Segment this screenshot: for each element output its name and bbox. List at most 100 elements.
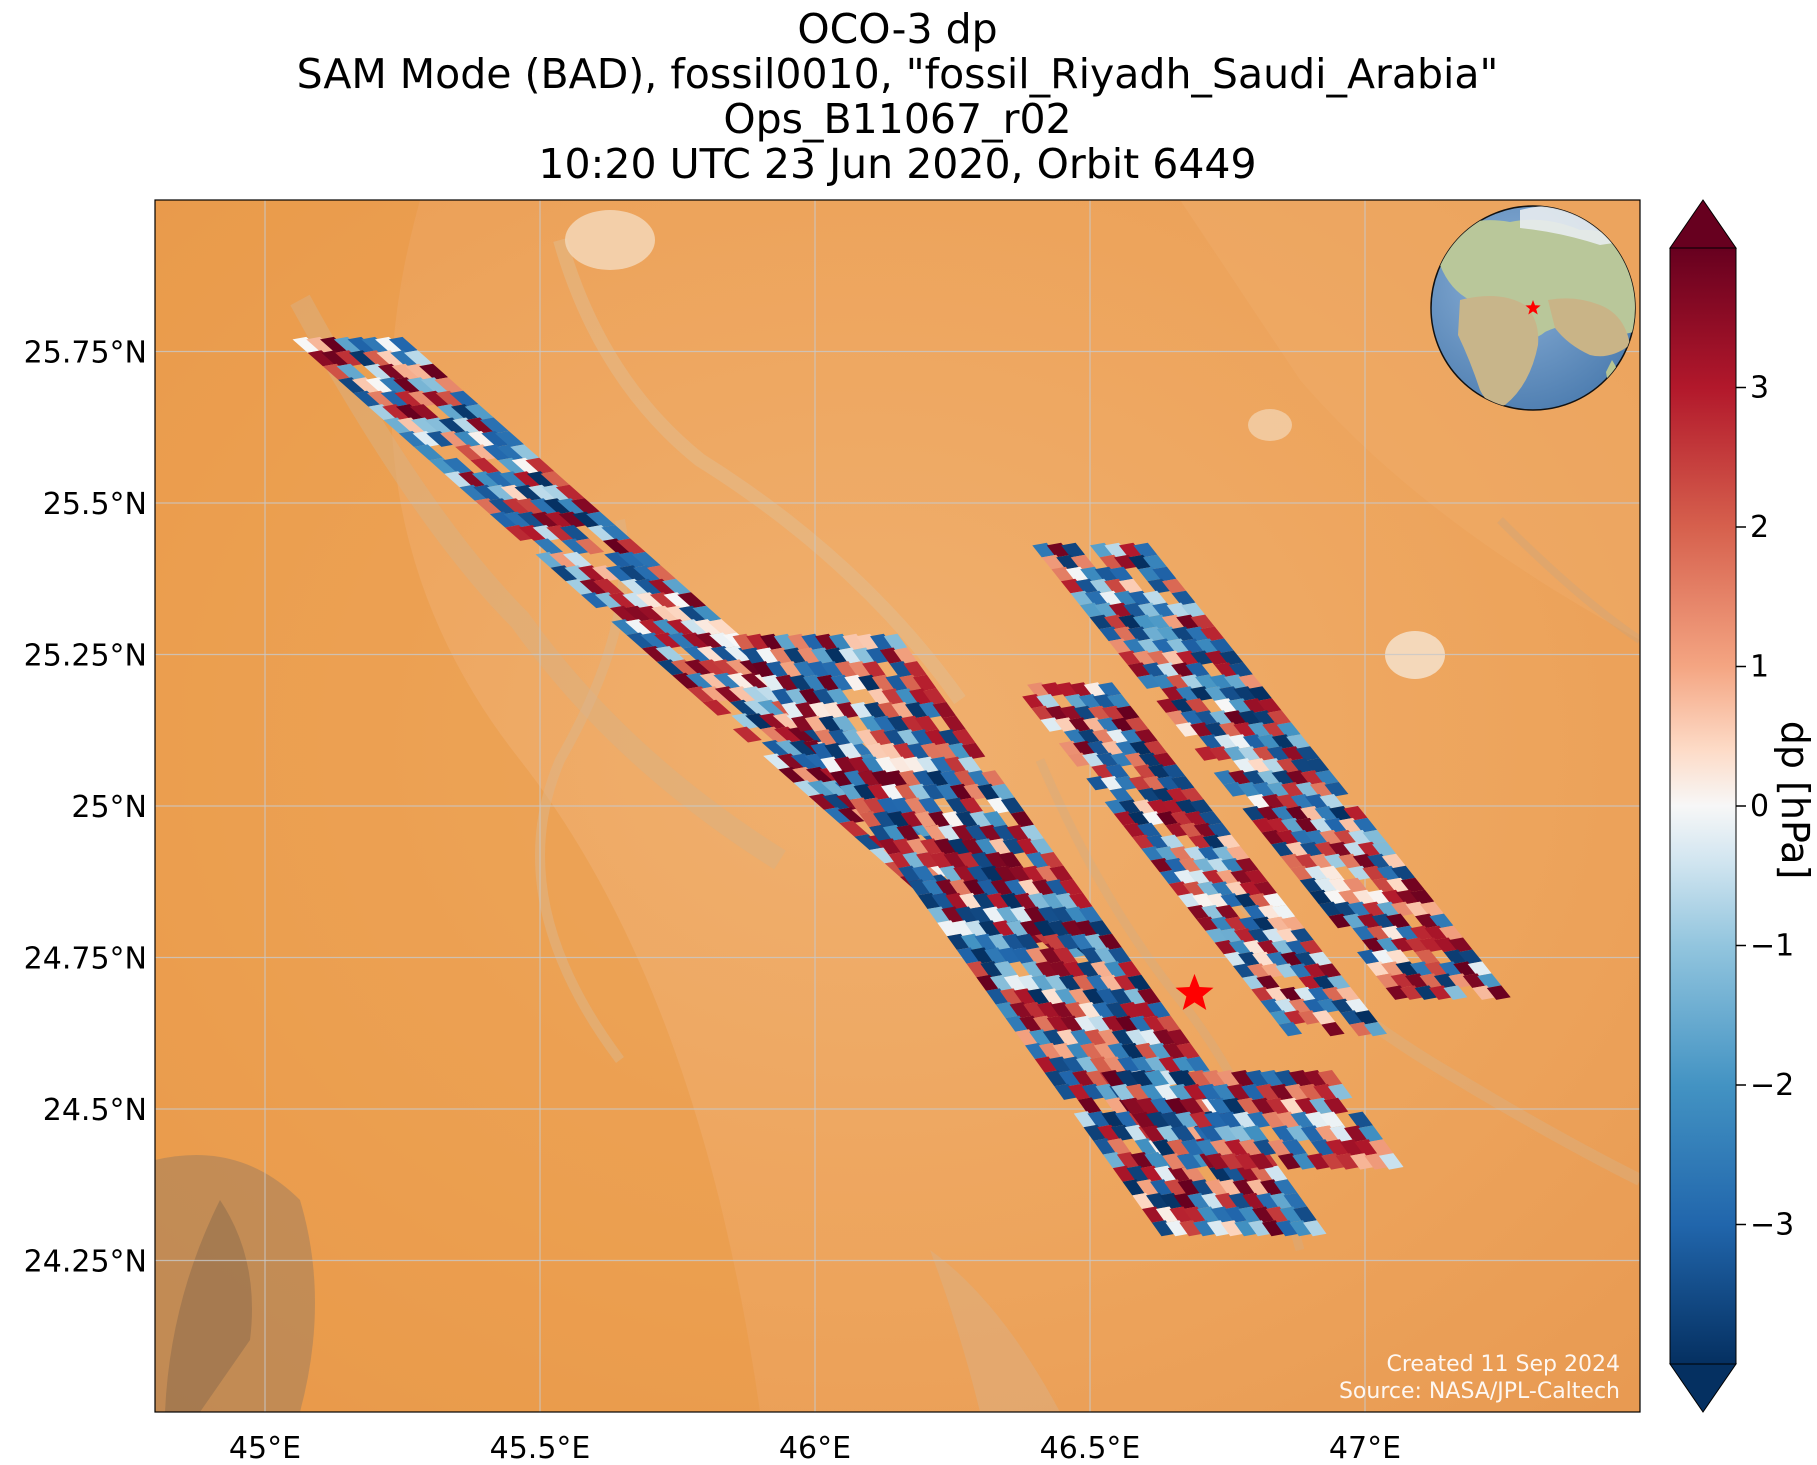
sounding-cell — [1271, 841, 1296, 857]
sounding-cell — [932, 702, 956, 719]
y-tick-label: 24.5°N — [43, 1093, 147, 1128]
sounding-cell — [1074, 920, 1099, 937]
sounding-cell — [1195, 674, 1220, 689]
sounding-cell — [1267, 916, 1291, 931]
sounding-cell — [1080, 566, 1105, 582]
sounding-cell — [1033, 920, 1057, 937]
sounding-cell — [1037, 1002, 1061, 1019]
sounding-cell — [618, 551, 647, 568]
sounding-cell — [1179, 822, 1203, 838]
sounding-cell — [826, 688, 850, 705]
sounding-cell — [1131, 1111, 1157, 1128]
sounding-cell — [1331, 998, 1355, 1013]
sounding-cell — [333, 336, 363, 353]
sounding-cell — [1045, 974, 1069, 991]
sounding-cell — [990, 879, 1014, 896]
sounding-cell — [1248, 1153, 1274, 1170]
sounding-cell — [982, 906, 1006, 923]
sounding-cell — [810, 742, 834, 759]
sounding-cell — [1183, 1083, 1209, 1101]
sounding-cell — [740, 672, 770, 689]
sounding-cell — [981, 770, 1005, 787]
sounding-cell — [1103, 1056, 1127, 1073]
sounding-cell — [1177, 1179, 1201, 1196]
sounding-cell — [1194, 710, 1219, 725]
swath — [732, 633, 1327, 1237]
sounding-cell — [1069, 892, 1093, 909]
sounding-cell — [783, 647, 807, 664]
sounding-cell — [517, 511, 547, 528]
sounding-cell — [1175, 722, 1200, 737]
sounding-cell — [878, 838, 903, 855]
sounding-cell — [1185, 662, 1210, 677]
sounding-cell — [944, 756, 968, 773]
sounding-cell — [336, 363, 366, 380]
sounding-cell — [967, 865, 991, 882]
sounding-cell — [542, 484, 571, 501]
sounding-cell — [1115, 1015, 1139, 1032]
sounding-cell — [1352, 889, 1377, 905]
sounding-cell — [1188, 834, 1212, 849]
sounding-cell — [1142, 776, 1167, 791]
sounding-cell — [999, 988, 1024, 1005]
sounding-cell — [479, 417, 509, 434]
sounding-cell — [1390, 973, 1415, 988]
sounding-cell — [611, 619, 641, 635]
sounding-cell — [859, 811, 883, 828]
sounding-cell — [913, 674, 937, 691]
sounding-cell — [1156, 662, 1181, 677]
sounding-cell — [1267, 1139, 1293, 1156]
sounding-cell — [390, 350, 420, 367]
sounding-cell — [699, 672, 729, 689]
sounding-cell — [998, 852, 1022, 869]
sounding-cell — [886, 811, 911, 828]
sounding-cell — [1187, 904, 1211, 920]
sounding-cell — [1092, 1002, 1116, 1019]
sounding-cell — [838, 647, 862, 664]
sounding-cell — [992, 824, 1017, 841]
x-tick-label: 45.5°E — [490, 1431, 591, 1465]
sounding-cell — [850, 702, 874, 719]
sounding-cell — [1293, 986, 1318, 1002]
sounding-cell — [1300, 806, 1325, 821]
sounding-cell — [1223, 782, 1248, 797]
sounding-cell — [1405, 937, 1430, 953]
sounding-cell — [839, 820, 869, 837]
sounding-cell — [808, 702, 833, 719]
sounding-cell — [1105, 1002, 1130, 1019]
sounding-cell — [646, 565, 676, 582]
sounding-cell — [1099, 554, 1124, 570]
sounding-cell — [775, 674, 799, 691]
sounding-cell — [1414, 985, 1439, 1000]
sounding-cell — [1247, 963, 1271, 978]
sounding-cell — [1206, 1220, 1231, 1237]
sounding-cell — [1197, 1083, 1223, 1101]
sounding-cell — [1078, 1002, 1102, 1019]
sounding-cell — [1142, 811, 1166, 826]
sounding-cell — [928, 811, 952, 828]
sounding-cell — [1209, 674, 1234, 689]
sounding-cell — [1129, 1015, 1153, 1032]
sounding-cell — [648, 578, 678, 595]
sounding-cell — [1279, 1206, 1303, 1223]
sounding-cell — [814, 729, 838, 746]
sounding-cell — [777, 753, 806, 770]
sounding-cell — [1216, 1070, 1242, 1087]
sounding-cell — [1084, 590, 1109, 606]
sounding-cell — [1048, 1056, 1072, 1073]
sounding-cell — [1065, 566, 1090, 582]
sounding-cell — [731, 713, 761, 730]
sounding-cell — [957, 852, 981, 869]
sounding-cell — [1302, 998, 1327, 1013]
sounding-cell — [902, 756, 927, 773]
sounding-cell — [922, 783, 946, 800]
sounding-cell — [941, 811, 966, 828]
sounding-cell — [939, 865, 963, 882]
sounding-cell — [1265, 1206, 1290, 1223]
sounding-cell — [961, 742, 986, 759]
sounding-cell — [707, 619, 737, 635]
sounding-cell — [365, 377, 395, 394]
sounding-cell — [1054, 717, 1078, 732]
sounding-cell — [391, 363, 421, 380]
sounding-cell — [687, 686, 717, 703]
